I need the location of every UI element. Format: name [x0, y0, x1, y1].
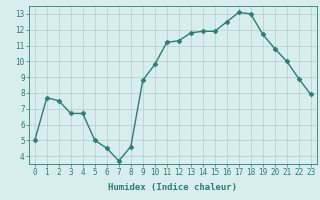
- X-axis label: Humidex (Indice chaleur): Humidex (Indice chaleur): [108, 183, 237, 192]
